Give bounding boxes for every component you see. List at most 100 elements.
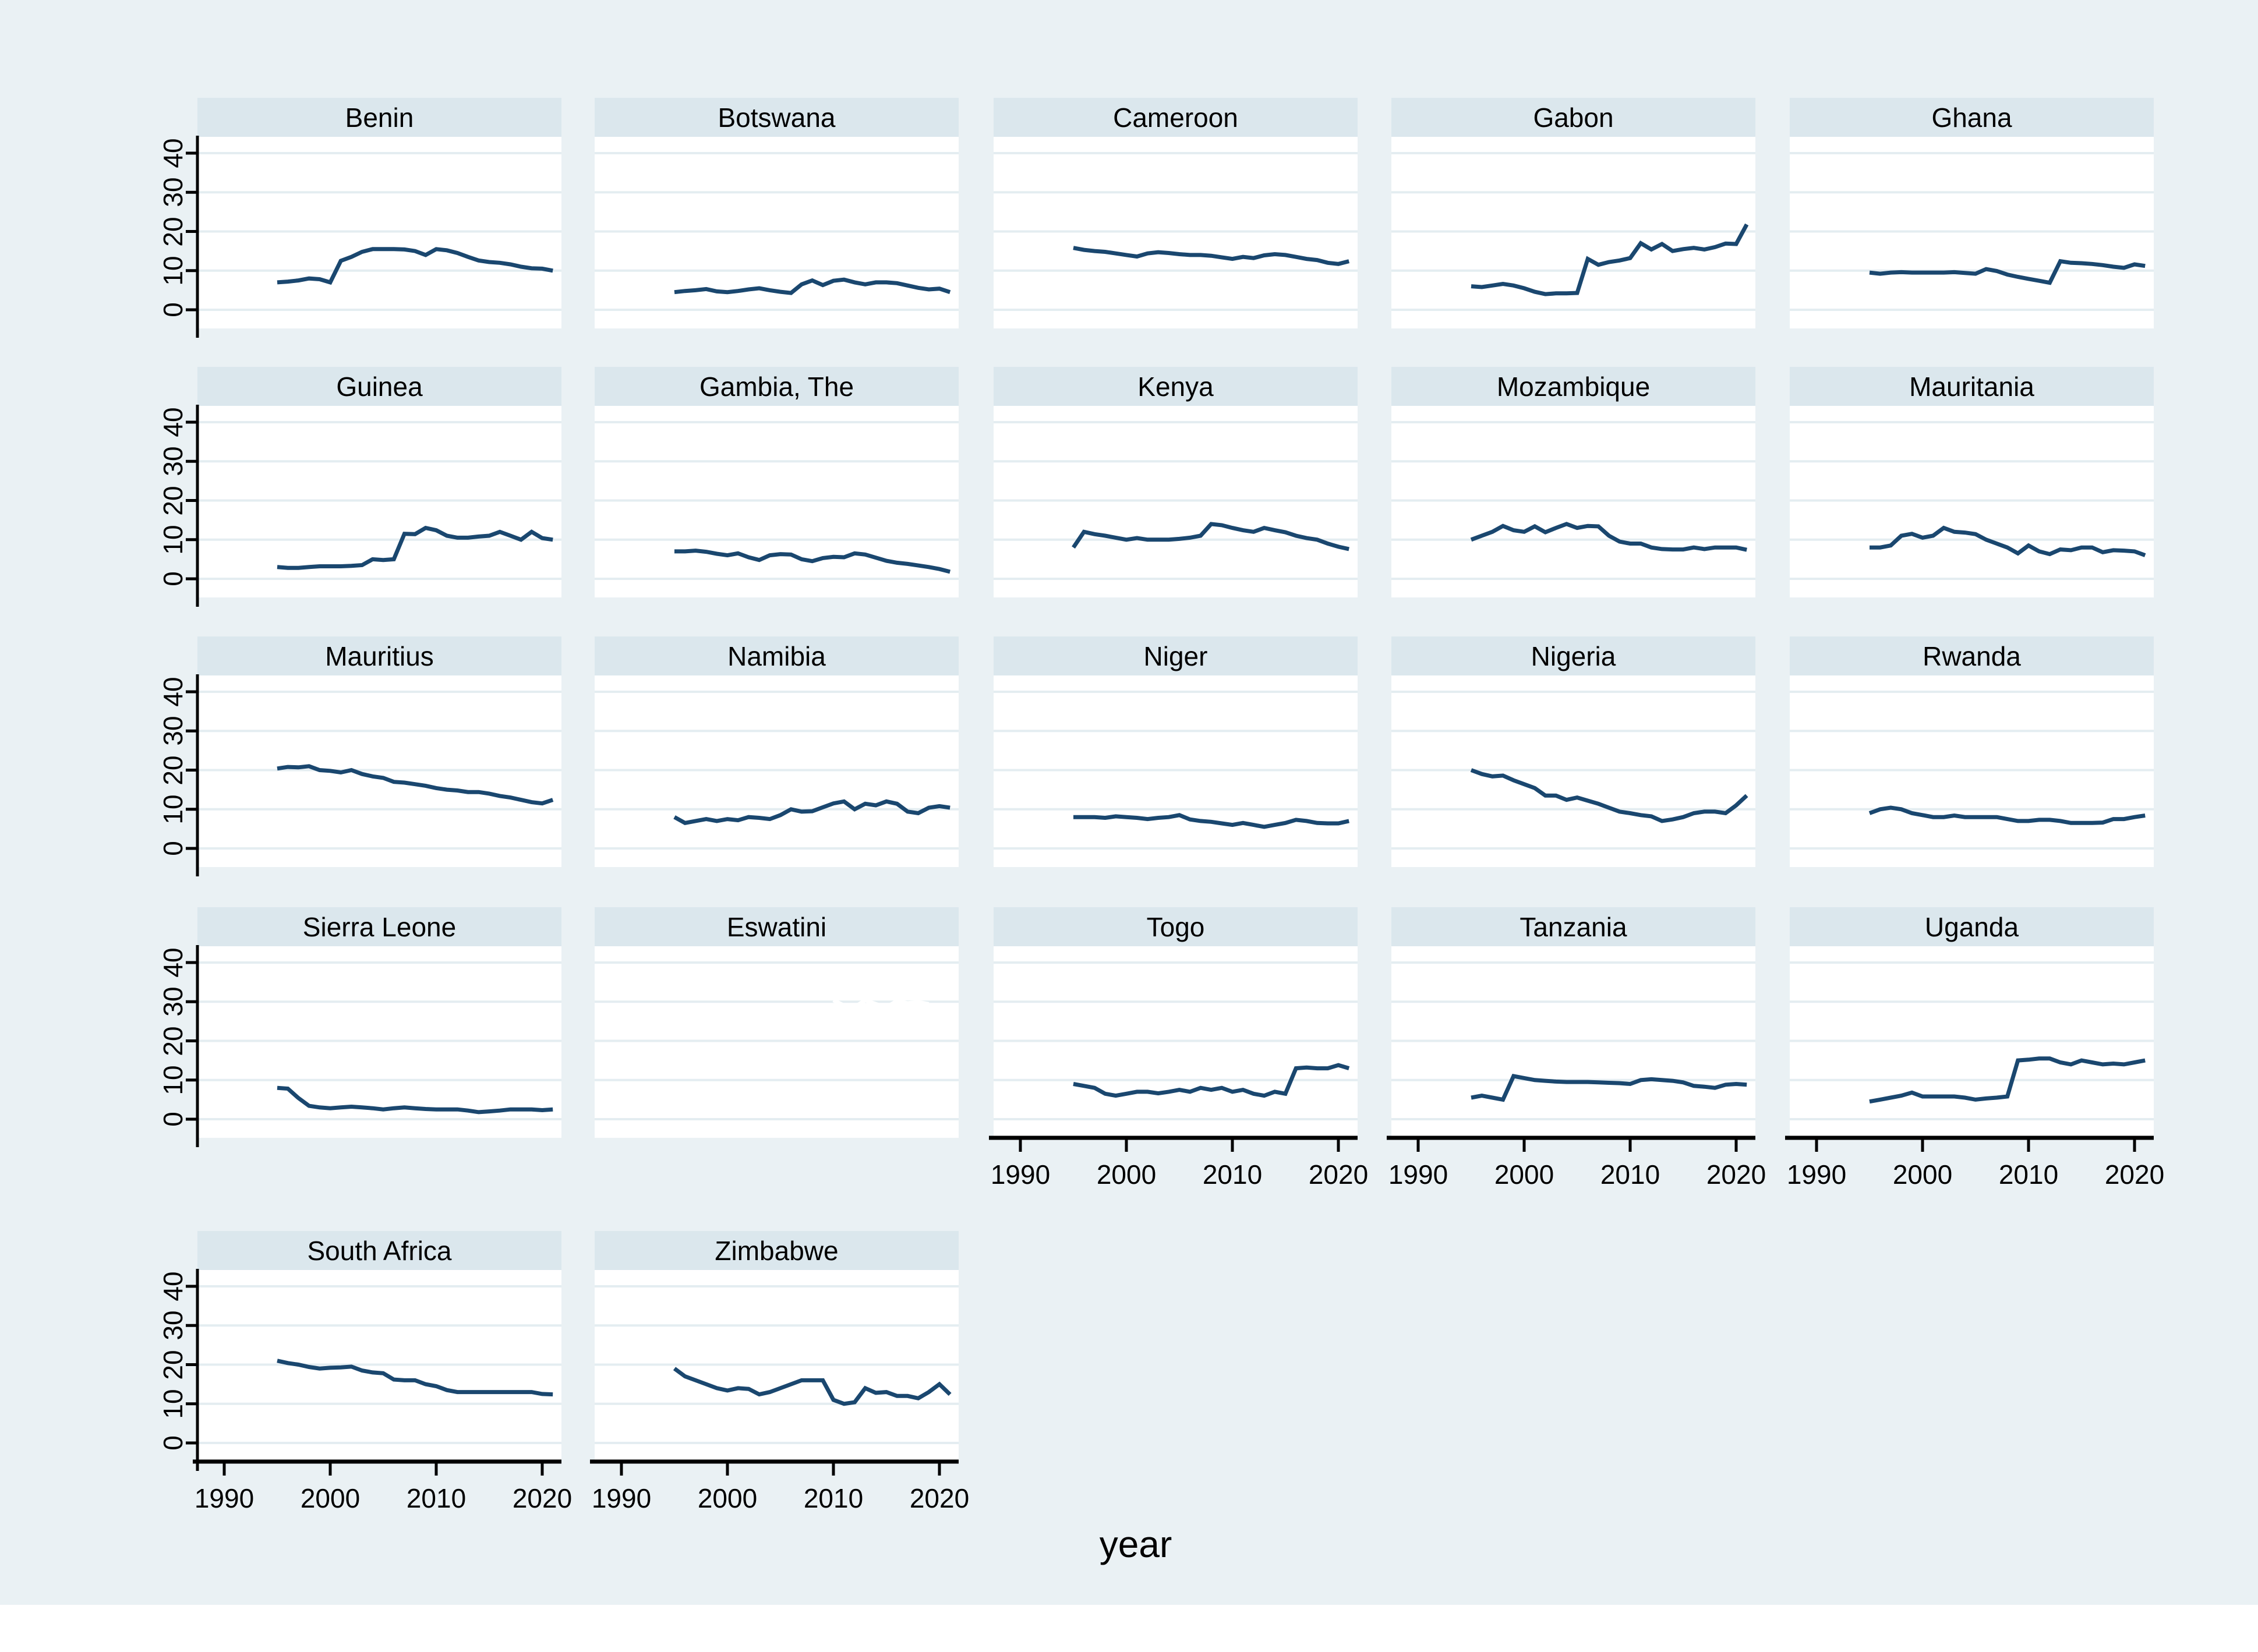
panel-botswana: Botswana bbox=[595, 98, 959, 328]
x-axis-title: year bbox=[1099, 1523, 1172, 1565]
data-line-cameroon bbox=[1073, 246, 1350, 266]
panel-eswatini: Eswatini bbox=[595, 907, 959, 1138]
x-tick-label-2020: 2020 bbox=[2104, 1159, 2165, 1190]
plot-area-tanzania bbox=[1387, 946, 1755, 1152]
x-tick-label-2000: 2000 bbox=[1096, 1159, 1157, 1190]
y-tick-label-40: 40 bbox=[158, 677, 188, 707]
plot-area-mauritania bbox=[1790, 406, 2154, 597]
x-tick-label-1990: 1990 bbox=[1388, 1159, 1448, 1190]
panel-niger: Niger bbox=[994, 636, 1358, 867]
plot-area-sierra-leone bbox=[186, 945, 561, 1147]
panel-title-mauritius: Mauritius bbox=[197, 636, 561, 675]
plot-area-botswana bbox=[595, 137, 959, 328]
data-line-rwanda bbox=[1868, 805, 2146, 825]
y-tick-label-0: 0 bbox=[158, 1435, 188, 1451]
x-tick-label-2020: 2020 bbox=[512, 1483, 573, 1513]
data-line-eswatini bbox=[832, 997, 930, 1010]
panel-title-benin: Benin bbox=[197, 98, 561, 137]
panel-ghana: Ghana bbox=[1790, 98, 2154, 328]
panel-title-niger: Niger bbox=[994, 636, 1358, 675]
panel-tanzania: Tanzania bbox=[1387, 907, 1755, 1152]
data-line-guinea bbox=[277, 525, 553, 570]
panel-title-south-africa: South Africa bbox=[197, 1231, 561, 1270]
panel-sierra-leone: Sierra Leone bbox=[186, 907, 561, 1147]
panel-title-rwanda: Rwanda bbox=[1790, 636, 2154, 675]
y-tick-label-10: 10 bbox=[158, 1065, 188, 1095]
plot-area-nigeria bbox=[1391, 675, 1755, 867]
data-line-botswana bbox=[674, 277, 951, 295]
plot-area-gabon bbox=[1391, 137, 1755, 328]
data-line-nigeria bbox=[1470, 768, 1748, 823]
y-tick-label-40: 40 bbox=[158, 947, 188, 978]
plot-area-uganda bbox=[1785, 946, 2154, 1152]
y-tick-label-0: 0 bbox=[158, 1112, 188, 1127]
y-tick-label-20: 20 bbox=[158, 485, 188, 516]
plot-area-guinea bbox=[186, 405, 561, 607]
data-line-mauritius bbox=[277, 764, 554, 806]
panel-title-gambia-the: Gambia, The bbox=[595, 367, 959, 406]
y-tick-label-30: 30 bbox=[158, 986, 188, 1017]
data-line-sierra-leone bbox=[277, 1085, 553, 1115]
panel-south-africa: South Africa bbox=[186, 1231, 561, 1476]
x-tick-label-2000: 2000 bbox=[1892, 1159, 1953, 1190]
plot-area-zimbabwe bbox=[590, 1270, 959, 1476]
panel-uganda: Uganda bbox=[1785, 907, 2154, 1152]
y-tick-label-20: 20 bbox=[158, 216, 188, 247]
data-line-uganda bbox=[1869, 1056, 2146, 1104]
y-tick-label-30: 30 bbox=[158, 1310, 188, 1340]
panel-title-kenya: Kenya bbox=[994, 367, 1358, 406]
x-tick-label-2000: 2000 bbox=[300, 1483, 361, 1513]
plot-area-rwanda bbox=[1790, 675, 2154, 867]
panel-kenya: Kenya bbox=[994, 367, 1358, 597]
data-line-niger bbox=[1073, 813, 1349, 829]
y-tick-label-10: 10 bbox=[158, 525, 188, 555]
data-line-south-africa bbox=[277, 1359, 553, 1397]
y-tick-label-40: 40 bbox=[158, 407, 188, 437]
panel-title-sierra-leone: Sierra Leone bbox=[197, 907, 561, 946]
y-tick-label-10: 10 bbox=[158, 794, 188, 825]
y-tick-label-40: 40 bbox=[158, 1271, 188, 1301]
data-line-benin bbox=[277, 247, 553, 285]
y-tick-label-30: 30 bbox=[158, 177, 188, 207]
data-line-gambia-the bbox=[674, 549, 951, 574]
panel-title-ghana: Ghana bbox=[1790, 98, 2154, 137]
x-tick-label-1990: 1990 bbox=[990, 1159, 1051, 1190]
trellis-line-chart-figure: 0 10 20 30 40 Benin Botswana Cameroon Gabon Ghana… bbox=[0, 0, 2258, 1605]
panel-title-gabon: Gabon bbox=[1391, 98, 1755, 137]
y-tick-label-30: 30 bbox=[158, 446, 188, 476]
panel-togo: Togo bbox=[989, 907, 1358, 1152]
panel-mauritius: Mauritius bbox=[186, 636, 561, 876]
panel-title-mozambique: Mozambique bbox=[1391, 367, 1755, 406]
data-line-zimbabwe bbox=[673, 1367, 952, 1406]
y-tick-label-0: 0 bbox=[158, 302, 188, 317]
x-tick-label-1990: 1990 bbox=[1786, 1159, 1847, 1190]
x-tick-label-2010: 2010 bbox=[1600, 1159, 1660, 1190]
panel-title-eswatini: Eswatini bbox=[595, 907, 959, 946]
panel-title-nigeria: Nigeria bbox=[1391, 636, 1755, 675]
y-tick-label-20: 20 bbox=[158, 1025, 188, 1056]
panel-title-guinea: Guinea bbox=[197, 367, 561, 406]
panel-title-botswana: Botswana bbox=[595, 98, 959, 137]
plot-area-togo bbox=[989, 946, 1358, 1152]
x-tick-label-2000: 2000 bbox=[697, 1483, 758, 1513]
plot-area-eswatini bbox=[595, 946, 959, 1138]
plot-area-gambia-the bbox=[595, 406, 959, 597]
y-tick-label-0: 0 bbox=[158, 841, 188, 856]
panel-gambia-the: Gambia, The bbox=[595, 367, 959, 597]
y-tick-label-30: 30 bbox=[158, 716, 188, 746]
data-line-gabon bbox=[1471, 223, 1749, 296]
y-tick-label-0: 0 bbox=[158, 571, 188, 586]
y-tick-label-10: 10 bbox=[158, 1389, 188, 1419]
y-tick-label-10: 10 bbox=[158, 256, 188, 286]
x-tick-label-1990: 1990 bbox=[591, 1483, 652, 1513]
y-tick-label-20: 20 bbox=[158, 1349, 188, 1380]
plot-area-namibia bbox=[595, 675, 959, 867]
panel-mauritania: Mauritania bbox=[1790, 367, 2154, 597]
y-tick-label-40: 40 bbox=[158, 138, 188, 168]
panel-nigeria: Nigeria bbox=[1391, 636, 1755, 867]
data-line-namibia bbox=[673, 799, 950, 825]
plot-area-mauritius bbox=[186, 674, 561, 876]
panel-mozambique: Mozambique bbox=[1391, 367, 1755, 597]
x-tick-label-2010: 2010 bbox=[1202, 1159, 1263, 1190]
panel-title-togo: Togo bbox=[994, 907, 1358, 946]
